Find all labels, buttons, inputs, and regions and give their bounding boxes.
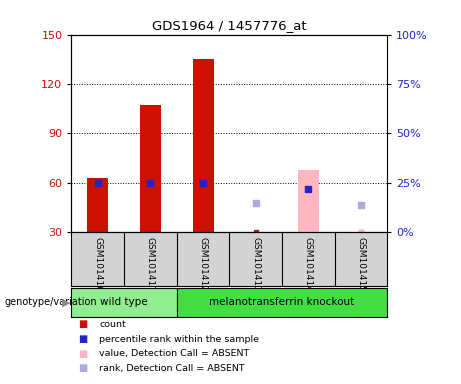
- Text: ▶: ▶: [62, 297, 71, 308]
- Text: ■: ■: [78, 363, 88, 373]
- Bar: [71, 288, 177, 317]
- Bar: [177, 288, 387, 317]
- Text: value, Detection Call = ABSENT: value, Detection Call = ABSENT: [99, 349, 249, 358]
- Text: percentile rank within the sample: percentile rank within the sample: [99, 334, 259, 344]
- Text: genotype/variation: genotype/variation: [5, 297, 97, 308]
- Text: GSM101413: GSM101413: [251, 237, 260, 291]
- Text: count: count: [99, 320, 126, 329]
- Bar: [87, 178, 108, 232]
- Text: GSM101414: GSM101414: [304, 237, 313, 291]
- Bar: [140, 106, 161, 232]
- Text: ■: ■: [78, 349, 88, 359]
- Text: ■: ■: [78, 334, 88, 344]
- Text: ■: ■: [78, 319, 88, 329]
- Text: rank, Detection Call = ABSENT: rank, Detection Call = ABSENT: [99, 364, 245, 373]
- Title: GDS1964 / 1457776_at: GDS1964 / 1457776_at: [152, 19, 307, 32]
- Text: melanotransferrin knockout: melanotransferrin knockout: [209, 297, 355, 308]
- Text: wild type: wild type: [100, 297, 148, 308]
- Bar: [298, 170, 319, 232]
- Bar: [193, 59, 213, 232]
- Text: GSM101415: GSM101415: [356, 237, 366, 291]
- Text: GSM101412: GSM101412: [199, 237, 207, 291]
- Text: GSM101416: GSM101416: [93, 237, 102, 291]
- Text: GSM101417: GSM101417: [146, 237, 155, 291]
